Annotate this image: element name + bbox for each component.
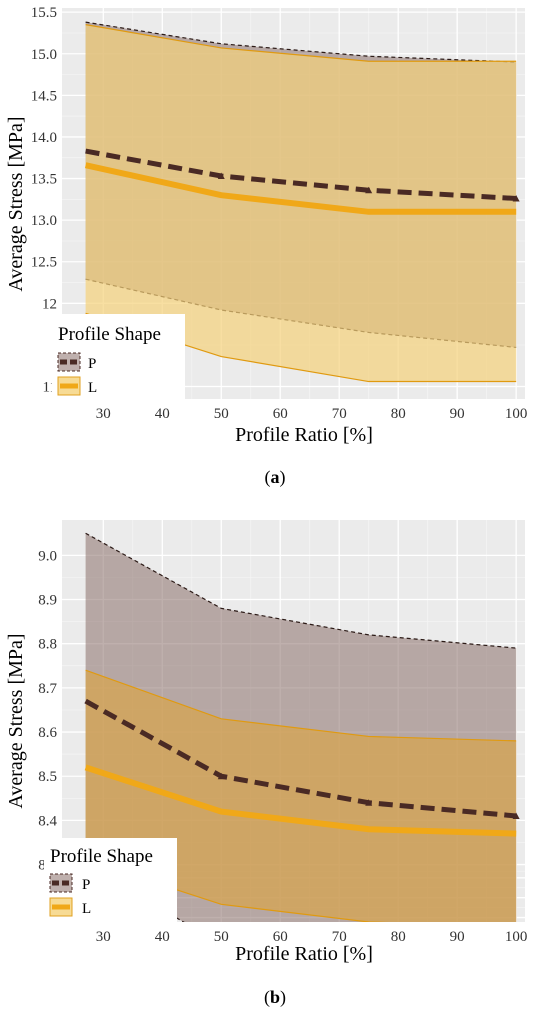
- x-tick-label: 50: [214, 406, 229, 422]
- y-axis-title: Average Stress [MPa]: [5, 633, 27, 808]
- legend-label-p: P: [88, 356, 96, 372]
- y-tick-label: 8.5: [38, 769, 57, 785]
- legend: Profile Shape P L: [44, 838, 177, 928]
- caption-b: (b): [264, 987, 286, 1008]
- x-tick-label: 100: [505, 406, 528, 422]
- y-tick-label: 8.8: [38, 637, 57, 653]
- y-axis-title: Average Stress [MPa]: [5, 116, 27, 291]
- y-tick-label: 15.0: [31, 47, 57, 63]
- x-axis-title: Profile Ratio [%]: [235, 424, 373, 446]
- line-l: [84, 162, 517, 215]
- series-lines: [84, 148, 520, 215]
- x-tick-labels: 30 40 50 60 70 80 90 100: [96, 929, 528, 945]
- band-upper-p: [85, 21, 517, 63]
- band-upper-p: [85, 532, 517, 649]
- x-tick-label: 30: [96, 929, 111, 945]
- y-tick-label: 13.0: [31, 213, 57, 229]
- y-tick-label: 8.4: [38, 813, 57, 829]
- legend-key-l: [49, 897, 73, 917]
- y-tick-label: 8.9: [38, 593, 57, 609]
- x-tick-label: 80: [391, 406, 406, 422]
- x-tick-label: 80: [391, 929, 406, 945]
- y-tick-label: 8.7: [38, 681, 57, 697]
- y-tick-label: 13.5: [31, 172, 57, 188]
- x-tick-label: 40: [155, 929, 170, 945]
- confidence-bands: [85, 532, 517, 922]
- x-tick-label: 60: [273, 406, 288, 422]
- caption-a: (a): [265, 467, 286, 488]
- line-l: [84, 764, 517, 837]
- x-tick-label: 70: [332, 406, 347, 422]
- point-p: [217, 172, 225, 180]
- point-p: [217, 772, 225, 780]
- point-p: [365, 186, 373, 194]
- y-tick-label: 15.5: [31, 5, 57, 21]
- y-tick-label: 12.5: [31, 255, 57, 271]
- y-tick-label: 12: [42, 296, 57, 312]
- x-tick-label: 100: [505, 929, 528, 945]
- x-tick-label: 30: [96, 406, 111, 422]
- chart-panel-b: 8888.38.48.58.68.78.88.99.0 304050607080…: [5, 520, 527, 1008]
- y-tick-label: 14.5: [31, 88, 57, 104]
- x-tick-label: 70: [332, 929, 347, 945]
- legend-key-p: [57, 352, 81, 372]
- x-tick-label: 50: [214, 929, 229, 945]
- x-tick-labels: 30 40 50 60 70 80 90 100: [96, 406, 528, 422]
- y-tick-label: 8.6: [38, 725, 57, 741]
- legend-key-p: [49, 873, 73, 893]
- legend-label-p: P: [82, 877, 90, 893]
- legend-label-l: L: [88, 380, 97, 396]
- legend-title: Profile Shape: [58, 324, 161, 345]
- x-tick-label: 40: [155, 406, 170, 422]
- y-tick-label: 14.0: [31, 130, 57, 146]
- point-p: [512, 195, 520, 202]
- band-upper-l: [85, 669, 517, 742]
- x-axis-title: Profile Ratio [%]: [235, 943, 373, 965]
- x-tick-label: 60: [273, 929, 288, 945]
- x-tick-label: 90: [450, 929, 465, 945]
- series-lines: [84, 698, 520, 837]
- y-tick-label: 9.0: [38, 548, 57, 564]
- legend-key-l: [57, 376, 81, 396]
- point-p: [512, 812, 520, 819]
- line-p: [84, 698, 517, 819]
- legend-title: Profile Shape: [50, 846, 153, 867]
- band-l: [85, 670, 517, 922]
- x-tick-label: 90: [450, 406, 465, 422]
- line-p: [85, 148, 517, 201]
- legend: Profile Shape P L: [52, 314, 185, 404]
- legend-label-l: L: [82, 901, 91, 917]
- band-upper-l: [85, 24, 517, 62]
- point-p: [365, 799, 373, 806]
